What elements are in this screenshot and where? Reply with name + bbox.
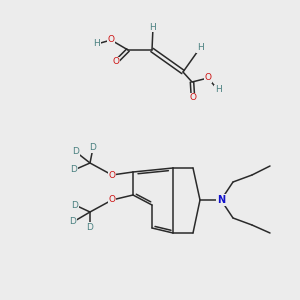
Text: H: H <box>94 40 100 49</box>
Text: H: H <box>196 44 203 52</box>
Text: O: O <box>109 170 116 179</box>
Text: N: N <box>217 195 225 205</box>
Text: O: O <box>109 196 116 205</box>
Text: D: D <box>70 218 76 226</box>
Text: O: O <box>112 58 119 67</box>
Text: D: D <box>73 148 80 157</box>
Text: D: D <box>72 200 78 209</box>
Text: D: D <box>70 166 77 175</box>
Text: O: O <box>205 74 212 82</box>
Text: D: D <box>87 223 93 232</box>
Text: O: O <box>190 94 196 103</box>
Text: H: H <box>150 22 156 32</box>
Text: O: O <box>107 35 115 44</box>
Text: D: D <box>90 143 96 152</box>
Text: H: H <box>214 85 221 94</box>
